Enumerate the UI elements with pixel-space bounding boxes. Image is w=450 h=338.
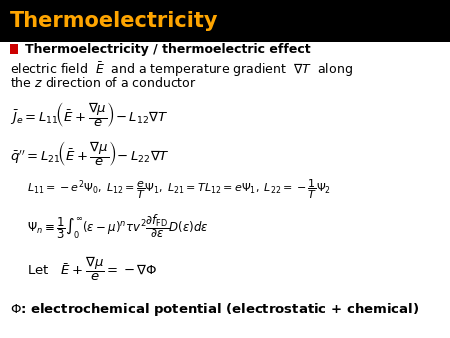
Text: $\mathrm{Let}\quad \bar{E} + \dfrac{\nabla\mu}{e} = -\nabla\Phi$: $\mathrm{Let}\quad \bar{E} + \dfrac{\nab… bbox=[27, 255, 158, 283]
Bar bbox=[10, 44, 18, 54]
Text: Thermoelectricity / thermoelectric effect: Thermoelectricity / thermoelectric effec… bbox=[25, 43, 310, 55]
Text: $L_{11} = -e^2\Psi_0,\; L_{12} = \dfrac{e}{T}\Psi_1,\; L_{21} = TL_{12} = e\Psi_: $L_{11} = -e^2\Psi_0,\; L_{12} = \dfrac{… bbox=[27, 177, 331, 201]
Text: $\bar{J}_e = L_{11}\!\left(\bar{E} + \dfrac{\nabla\mu}{e}\right)\!- L_{12}\nabla: $\bar{J}_e = L_{11}\!\left(\bar{E} + \df… bbox=[10, 100, 168, 129]
Text: $\bar{q}^{\prime\prime} = L_{21}\!\left(\bar{E} + \dfrac{\nabla\mu}{e}\right)\!-: $\bar{q}^{\prime\prime} = L_{21}\!\left(… bbox=[10, 139, 170, 168]
Text: $\Phi$: electrochemical potential (electrostatic + chemical): $\Phi$: electrochemical potential (elect… bbox=[10, 301, 419, 318]
Text: Thermoelectricity: Thermoelectricity bbox=[10, 11, 218, 31]
Text: $\Psi_n \equiv \dfrac{1}{3}\int_0^{\infty}(\varepsilon-\mu)^n\tau v^2 \dfrac{\pa: $\Psi_n \equiv \dfrac{1}{3}\int_0^{\inft… bbox=[27, 212, 209, 241]
Text: the $z$ direction of a conductor: the $z$ direction of a conductor bbox=[10, 76, 197, 90]
Text: electric field  $\bar{E}$  and a temperature gradient  $\nabla T$  along: electric field $\bar{E}$ and a temperatu… bbox=[10, 60, 353, 78]
Bar bbox=[0, 0, 450, 42]
